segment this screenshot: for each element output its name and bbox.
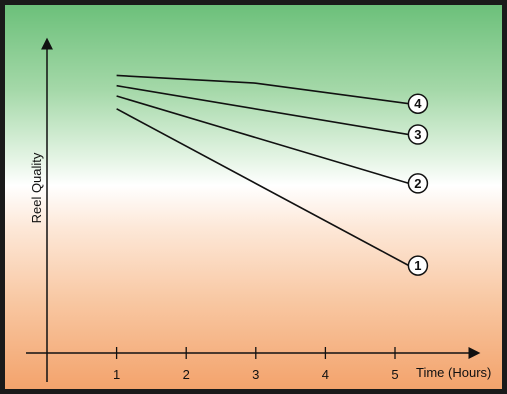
y-axis-label: Reel Quality [29,152,44,223]
x-ticks: 1 2 3 4 5 [113,347,399,382]
x-tick-label-1: 1 [113,367,120,382]
series-marker-label-1: 1 [414,258,421,273]
series-line-1 [116,108,410,267]
x-tick-label-2: 2 [183,367,190,382]
series-marker-circle-4 [407,93,429,114]
series-line-2 [116,95,410,185]
series-markers: 1 2 3 4 [407,93,429,276]
x-tick-label-4: 4 [322,367,329,382]
series-lines [116,74,410,267]
x-tick-label-3: 3 [252,367,259,382]
series-marker-label-2: 2 [414,176,421,191]
series-line-3 [116,84,410,136]
x-axis-label: Time (Hours) [416,365,491,380]
series-marker-circle-3 [407,124,429,145]
series-marker-label-3: 3 [414,127,421,142]
series-marker-circle-1 [407,255,429,276]
series-marker-circle-2 [407,173,429,194]
x-tick-label-5: 5 [391,367,398,382]
series-line-4 [116,74,410,105]
series-marker-label-4: 4 [414,96,422,111]
